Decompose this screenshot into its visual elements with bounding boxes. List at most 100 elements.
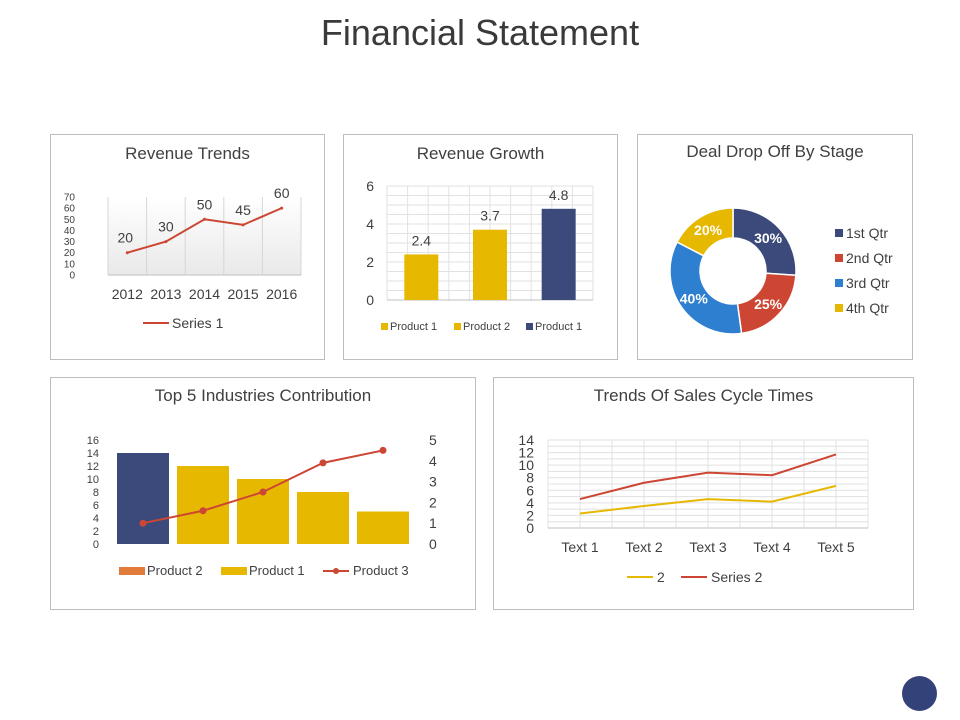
data-label: 50: [197, 196, 213, 212]
deal-drop-off-title: Deal Drop Off By Stage: [686, 142, 864, 161]
series-line: [579, 484, 837, 515]
bar: [117, 453, 169, 544]
decorative-dot: [902, 676, 937, 711]
data-point: [280, 206, 284, 210]
deal-drop-off-chart: 30% 25% 40% 20% 1st Qtr 2nd Qtr 3rd Qtr 4th Qtr: [669, 207, 893, 335]
y2-tick-label: 1: [429, 515, 437, 531]
y2-tick-label: 3: [429, 474, 437, 490]
data-label: 60: [274, 185, 290, 201]
legend-swatch: [381, 323, 388, 330]
revenue-growth-chart: 0 2 4 6 2.4 3.7 4.8 Product 1 Product 2 Product 1: [366, 178, 594, 333]
y-tick-label: 6: [93, 500, 99, 512]
revenue-trends-title: Revenue Trends: [125, 144, 250, 163]
revenue-growth-panel: Revenue Growth 0 2 4 6 2.4 3.7 4.8 Product 1 Pro…: [343, 134, 618, 360]
y2-tick-label: 0: [429, 536, 437, 552]
data-label: 4.8: [549, 187, 569, 203]
y-tick-label: 4: [366, 216, 374, 232]
y-tick-label: 16: [87, 435, 99, 447]
bar: [357, 511, 409, 544]
slice-label: 30%: [754, 230, 783, 246]
legend-label: Product 2: [147, 563, 203, 578]
y2-tick-label: 4: [429, 453, 437, 469]
series-line: [579, 453, 837, 501]
legend-swatch-marker: [333, 568, 339, 574]
y-tick-label: 6: [366, 178, 374, 194]
y-tick-label: 10: [64, 259, 76, 270]
x-tick-label: 2012: [112, 286, 143, 302]
legend-swatch: [835, 279, 843, 287]
sales-cycle-title: Trends Of Sales Cycle Times: [593, 386, 814, 405]
y-tick-label: 20: [64, 248, 76, 259]
data-point: [203, 217, 206, 221]
legend-label: 1st Qtr: [846, 225, 888, 241]
legend-swatch: [526, 323, 533, 330]
legend-swatch: [835, 254, 843, 262]
data-label: 45: [235, 202, 251, 218]
x-tick-label: Text 2: [625, 539, 663, 555]
x-tick-label: 2014: [189, 286, 220, 302]
data-point: [241, 223, 245, 227]
legend-swatch: [454, 323, 461, 330]
data-point: [139, 519, 147, 527]
slice-label: 40%: [680, 291, 709, 307]
bar: [541, 208, 576, 300]
legend-label: 2: [657, 569, 665, 585]
data-label: 20: [118, 230, 134, 246]
top-5-industries-title: Top 5 Industries Contribution: [154, 386, 372, 405]
x-tick-label: 2013: [150, 286, 181, 302]
plot-area: [108, 197, 301, 275]
legend-label: Product 2: [463, 321, 510, 333]
data-point: [259, 488, 267, 496]
data-label: 30: [158, 219, 174, 235]
sales-cycle-panel: Trends Of Sales Cycle Times 0 2 4 6 8 10 12 14 T…: [493, 377, 914, 610]
legend-swatch: [221, 567, 247, 575]
deal-drop-off-panel: Deal Drop Off By Stage 30% 25% 40% 20% 1st Q…: [637, 134, 913, 360]
data-point: [379, 446, 387, 454]
x-tick-label: Text 5: [817, 539, 855, 555]
bar: [404, 254, 439, 300]
revenue-growth-title: Revenue Growth: [416, 144, 545, 163]
legend-label: Series 2: [711, 569, 763, 585]
bar: [297, 492, 349, 544]
y-tick-label: 12: [87, 461, 99, 473]
y-tick-label: 4: [93, 513, 99, 525]
y-tick-label: 14: [87, 448, 99, 460]
y-tick-label: 0: [69, 271, 75, 282]
y-tick-label: 10: [518, 457, 534, 473]
legend-label: 2nd Qtr: [846, 250, 893, 266]
y-tick-label: 70: [64, 193, 76, 204]
donut-slice: [669, 241, 743, 335]
x-tick-label: 2015: [228, 286, 259, 302]
data-point: [199, 507, 207, 515]
top-5-industries-panel: Top 5 Industries Contribution 0 2 4 6 8 10 12 1…: [50, 377, 476, 610]
y-tick-label: 0: [93, 539, 99, 551]
x-tick-label: Text 3: [689, 539, 727, 555]
y-tick-label: 14: [518, 432, 534, 448]
page-title: Financial Statement: [320, 12, 640, 53]
legend-swatch: [835, 304, 843, 312]
y-tick-label: 10: [87, 474, 99, 486]
y-tick-label: 0: [366, 292, 374, 308]
y-tick-label: 0: [526, 520, 534, 536]
slice-label: 20%: [694, 222, 723, 238]
data-point: [125, 251, 129, 255]
y-tick-label: 4: [526, 495, 534, 511]
y-tick-label: 30: [64, 237, 76, 248]
y-tick-label: 60: [64, 204, 76, 215]
x-tick-label: Text 4: [753, 539, 791, 555]
y-tick-label: 8: [526, 470, 534, 486]
legend-label: 4th Qtr: [846, 300, 889, 316]
y-tick-label: 8: [93, 487, 99, 499]
y-tick-label: 2: [366, 254, 374, 270]
x-tick-label: Text 1: [561, 539, 599, 555]
legend-label: Product 1: [249, 563, 305, 578]
revenue-trends-panel: Revenue Trends 0 10 20 30 40 50 60 70 2012 2013 20…: [50, 134, 325, 360]
donut-slice: [676, 207, 734, 257]
legend-label: Product 1: [535, 321, 582, 333]
data-label: 3.7: [480, 208, 500, 224]
y-tick-label: 2: [526, 507, 534, 523]
y-tick-label: 2: [93, 526, 99, 538]
